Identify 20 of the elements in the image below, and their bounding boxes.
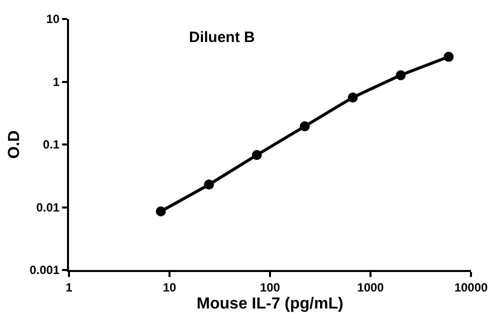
- point: [252, 150, 262, 160]
- y-tick-label: 1: [52, 74, 60, 89]
- y-tick-label: 0.1: [42, 138, 60, 152]
- text: Diluent B: [189, 29, 255, 46]
- x-tick-label: 1: [66, 280, 73, 294]
- y-tick-label: 10: [46, 12, 60, 26]
- point: [156, 206, 166, 216]
- y-tick-label: 0.01: [36, 200, 60, 214]
- x-tick-label: 100: [260, 280, 280, 294]
- x-tick-label: 10000: [454, 280, 488, 294]
- y-axis-title: O.D: [6, 130, 23, 159]
- point: [204, 180, 214, 190]
- x-axis-title: Mouse IL-7 (pg/mL): [196, 296, 344, 313]
- x-tick-label: 1000: [357, 280, 384, 294]
- point: [444, 52, 454, 62]
- point: [348, 92, 358, 103]
- y-tick-label: 0.001: [30, 263, 60, 278]
- point: [300, 121, 310, 132]
- x-tick-label: 10: [162, 280, 176, 294]
- point: [396, 70, 406, 80]
